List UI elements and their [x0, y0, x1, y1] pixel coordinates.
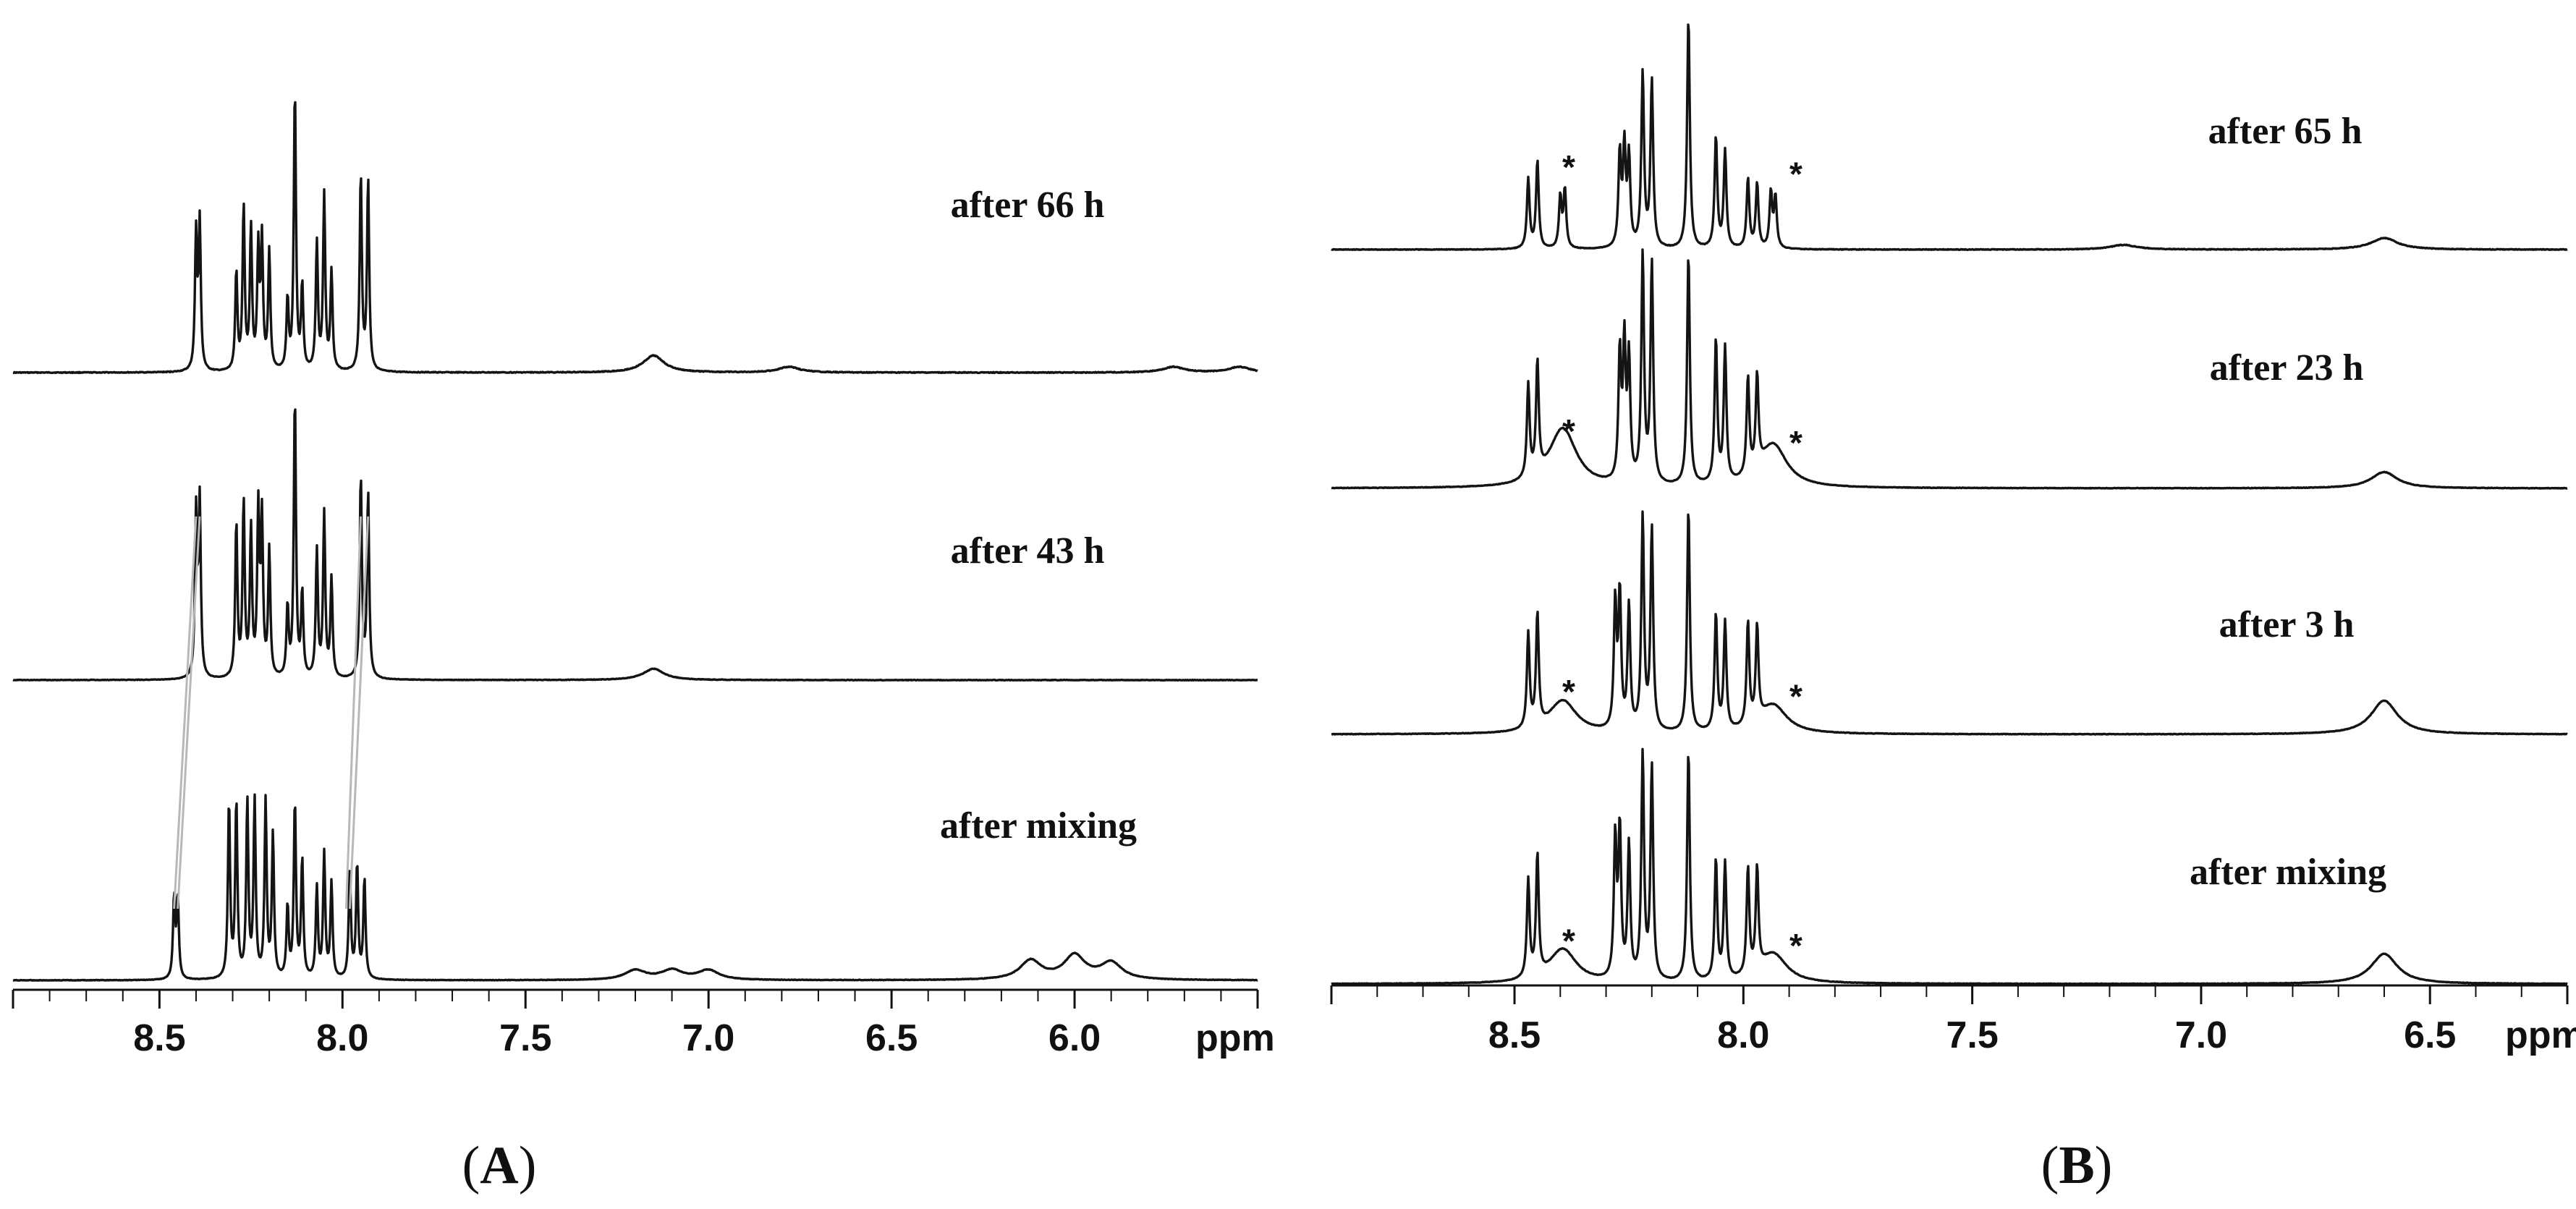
panel-label: (B) — [2041, 1136, 2113, 1195]
spectrum-trace — [12, 408, 1258, 682]
panel-a: after 66 h after 43 h after mixing 8.5 8.0 7.… — [12, 101, 1275, 1195]
panel-label-close: ) — [519, 1136, 537, 1195]
x-tick-label: 8.0 — [1717, 1014, 1769, 1056]
trace-label: after mixing — [2190, 852, 2386, 893]
x-tick-label: 7.0 — [682, 1017, 734, 1059]
asterisk-annotation: * — [1789, 677, 1802, 715]
x-tick-label: 6.0 — [1048, 1017, 1101, 1059]
x-tick-label: 8.5 — [133, 1017, 185, 1059]
spectrum-trace — [1331, 747, 2568, 985]
trace-label: after 66 h — [951, 184, 1105, 226]
spectrum-trace — [1331, 510, 2568, 736]
x-axis-unit-label: ppm — [1195, 1017, 1275, 1059]
panel-label-letter: A — [480, 1136, 518, 1195]
asterisk-annotation: * — [1562, 922, 1575, 959]
panel-b: after 65 h * * after 23 h * * after 3 h * * after… — [1330, 23, 2576, 1195]
x-tick-label: 7.0 — [2175, 1014, 2227, 1056]
panel-label-letter: B — [2059, 1136, 2094, 1195]
x-axis-unit-label: ppm — [2505, 1014, 2576, 1056]
x-tick-label: 7.5 — [499, 1017, 551, 1059]
trace-label: after 43 h — [951, 530, 1105, 572]
asterisk-annotation: * — [1562, 148, 1575, 186]
x-tick-label: 8.0 — [316, 1017, 368, 1059]
x-tick-label: 7.5 — [1946, 1014, 1998, 1056]
shift-guide-line — [173, 516, 198, 909]
trace-label: after 3 h — [2219, 604, 2355, 645]
x-tick-label: 6.5 — [2404, 1014, 2456, 1056]
spectrum-trace — [12, 793, 1258, 982]
asterisk-annotation: * — [1562, 673, 1575, 710]
x-tick-label: 6.5 — [865, 1017, 918, 1059]
panel-label-open: ( — [2041, 1136, 2059, 1195]
shift-guide-line — [177, 516, 201, 909]
trace-label: after mixing — [940, 805, 1137, 847]
panel-label-open: ( — [462, 1136, 480, 1195]
panel-label: (A) — [462, 1136, 537, 1195]
asterisk-annotation: * — [1789, 927, 1802, 964]
asterisk-annotation: * — [1789, 156, 1802, 193]
spectrum-trace — [1331, 248, 2568, 490]
spectrum-trace — [12, 101, 1258, 375]
panel-label-close: ) — [2095, 1136, 2113, 1195]
trace-label: after 65 h — [2208, 111, 2363, 152]
spectrum-trace — [1331, 23, 2568, 251]
asterisk-annotation: * — [1789, 424, 1802, 462]
x-tick-label: 8.5 — [1488, 1014, 1541, 1056]
asterisk-annotation: * — [1562, 412, 1575, 450]
shift-guide-line — [348, 516, 370, 909]
trace-label: after 23 h — [2210, 347, 2364, 389]
shift-guide-line — [344, 516, 363, 909]
